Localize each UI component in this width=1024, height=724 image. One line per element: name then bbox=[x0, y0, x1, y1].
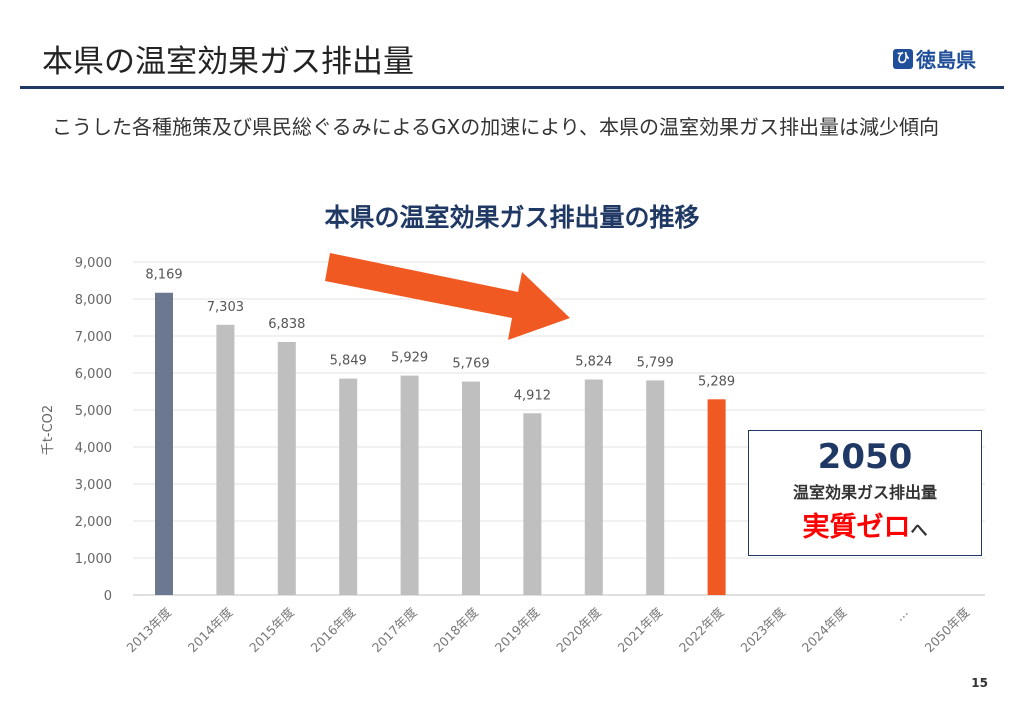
title-divider bbox=[20, 86, 1004, 89]
y-tick-label: 4,000 bbox=[75, 441, 112, 456]
data-label: 5,289 bbox=[698, 374, 735, 389]
y-tick-label: 6,000 bbox=[75, 367, 112, 382]
data-label: 5,769 bbox=[452, 357, 489, 372]
y-tick-label: 5,000 bbox=[75, 404, 112, 419]
bar-2017年度 bbox=[400, 375, 419, 595]
x-tick-label: 2015年度 bbox=[246, 604, 297, 655]
bar-2019年度 bbox=[523, 413, 542, 595]
x-tick-label: 2019年度 bbox=[492, 604, 543, 655]
x-tick-label: 2022年度 bbox=[676, 604, 727, 655]
x-tick-label: 2021年度 bbox=[615, 604, 666, 655]
x-tick-label: … bbox=[891, 605, 910, 624]
x-tick-label: 2050年度 bbox=[922, 604, 973, 655]
x-tick-label: 2016年度 bbox=[308, 604, 359, 655]
bar-2021年度 bbox=[646, 380, 665, 595]
bar-2020年度 bbox=[584, 379, 603, 595]
data-label: 5,929 bbox=[391, 351, 428, 366]
data-label: 8,169 bbox=[145, 268, 182, 283]
x-tick-label: 2014年度 bbox=[185, 604, 236, 655]
goal-line2: 実質ゼロ bbox=[802, 512, 911, 543]
bar-2014年度 bbox=[216, 324, 235, 595]
data-label: 5,799 bbox=[637, 355, 674, 370]
goal-year: 2050 bbox=[817, 437, 913, 477]
bar-2022年度 bbox=[707, 399, 726, 595]
bar-2018年度 bbox=[462, 381, 480, 595]
data-label: 7,303 bbox=[207, 300, 244, 315]
y-tick-label: 0 bbox=[104, 589, 112, 604]
bar-2013年度 bbox=[155, 292, 173, 595]
trend-arrow bbox=[325, 253, 570, 340]
x-tick-label: 2020年度 bbox=[553, 604, 604, 655]
chart-title: 本県の温室効果ガス排出量の推移 bbox=[324, 203, 700, 232]
x-tick-label: 2017年度 bbox=[369, 604, 420, 655]
goal-callout: 2050 温室効果ガス排出量 実質ゼロへ bbox=[748, 430, 982, 556]
y-tick-label: 7,000 bbox=[75, 330, 112, 345]
page-title: 本県の温室効果ガス排出量 bbox=[42, 44, 414, 80]
data-label: 5,849 bbox=[330, 354, 367, 369]
data-label: 4,912 bbox=[514, 388, 551, 403]
y-axis-label: 千t-CO2 bbox=[41, 405, 56, 455]
goal-suffix: へ bbox=[910, 521, 928, 541]
lead-text: こうした各種施策及び県民総ぐるみによるGXの加速により、本県の温室効果ガス排出量… bbox=[52, 115, 939, 139]
prefecture-logo: ひ徳島県 bbox=[893, 44, 976, 73]
y-tick-label: 2,000 bbox=[75, 515, 112, 530]
data-label: 5,824 bbox=[575, 355, 612, 370]
x-tick-label: 2018年度 bbox=[430, 604, 481, 655]
bar-2016年度 bbox=[339, 378, 358, 595]
y-tick-label: 1,000 bbox=[75, 552, 112, 567]
logo-text: 徳島県 bbox=[916, 48, 976, 72]
x-tick-label: 2024年度 bbox=[799, 604, 850, 655]
x-tick-label: 2023年度 bbox=[737, 604, 788, 655]
logo-mark-icon: ひ bbox=[893, 48, 913, 69]
y-tick-label: 3,000 bbox=[75, 478, 112, 493]
x-tick-label: 2013年度 bbox=[123, 604, 174, 655]
bar-2015年度 bbox=[277, 341, 296, 595]
page-number: 15 bbox=[971, 676, 988, 690]
data-label: 6,838 bbox=[268, 317, 305, 332]
goal-line1: 温室効果ガス排出量 bbox=[792, 483, 937, 502]
y-tick-label: 9,000 bbox=[75, 256, 112, 271]
y-tick-label: 8,000 bbox=[75, 293, 112, 308]
